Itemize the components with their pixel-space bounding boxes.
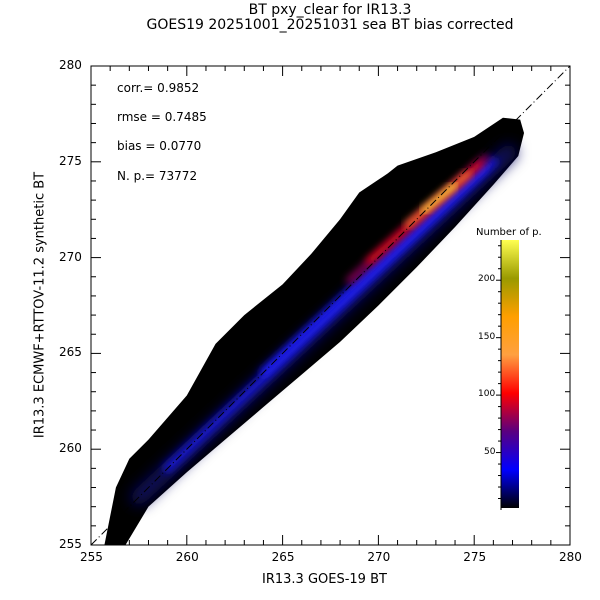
colorbar <box>501 240 519 508</box>
y-tick-label: 265 <box>59 345 82 360</box>
colorbar-label: Number of p. <box>476 227 542 238</box>
x-tick-label: 280 <box>559 550 582 564</box>
stat-np: N. p.= 73772 <box>117 169 198 183</box>
stat-bias: bias = 0.0770 <box>117 139 202 153</box>
x-axis-label: IR13.3 GOES-19 BT <box>262 572 387 587</box>
colorbar-tick-label: 50 <box>484 446 496 457</box>
y-tick-label: 255 <box>59 537 82 551</box>
x-tick-label: 260 <box>175 550 199 564</box>
stat-corr: corr.= 0.9852 <box>117 81 200 95</box>
x-tick-label: 255 <box>80 550 103 564</box>
density-band-yellow <box>420 182 458 214</box>
density-band-blue-core <box>259 164 488 377</box>
chart-subtitle: GOES19 20251001_20251031 sea BT bias cor… <box>146 17 514 33</box>
chart-title: BT pxy_clear for IR13.3 <box>248 2 412 18</box>
one-to-one-line <box>90 65 571 546</box>
y-tick-label: 280 <box>59 58 82 72</box>
stat-rmse: rmse = 0.7485 <box>117 110 207 124</box>
density-cloud <box>104 117 525 546</box>
colorbar-tick-label: 100 <box>478 389 496 400</box>
axes <box>90 65 571 546</box>
x-tick-label: 270 <box>367 550 391 564</box>
density-isolated-blob <box>339 226 352 239</box>
y-tick-label: 270 <box>59 249 82 264</box>
y-tick-label: 275 <box>59 153 82 168</box>
y-axis-label: IR13.3 ECMWF+RTTOV-11.2 synthetic BT <box>32 171 48 439</box>
x-tick-label: 265 <box>271 550 295 564</box>
x-tick-label: 275 <box>463 550 487 564</box>
plot-frame <box>90 65 571 546</box>
colorbar-tick-label: 200 <box>478 274 496 285</box>
colorbar-tick-label: 150 <box>478 331 496 342</box>
y-tick-label: 260 <box>59 441 82 456</box>
